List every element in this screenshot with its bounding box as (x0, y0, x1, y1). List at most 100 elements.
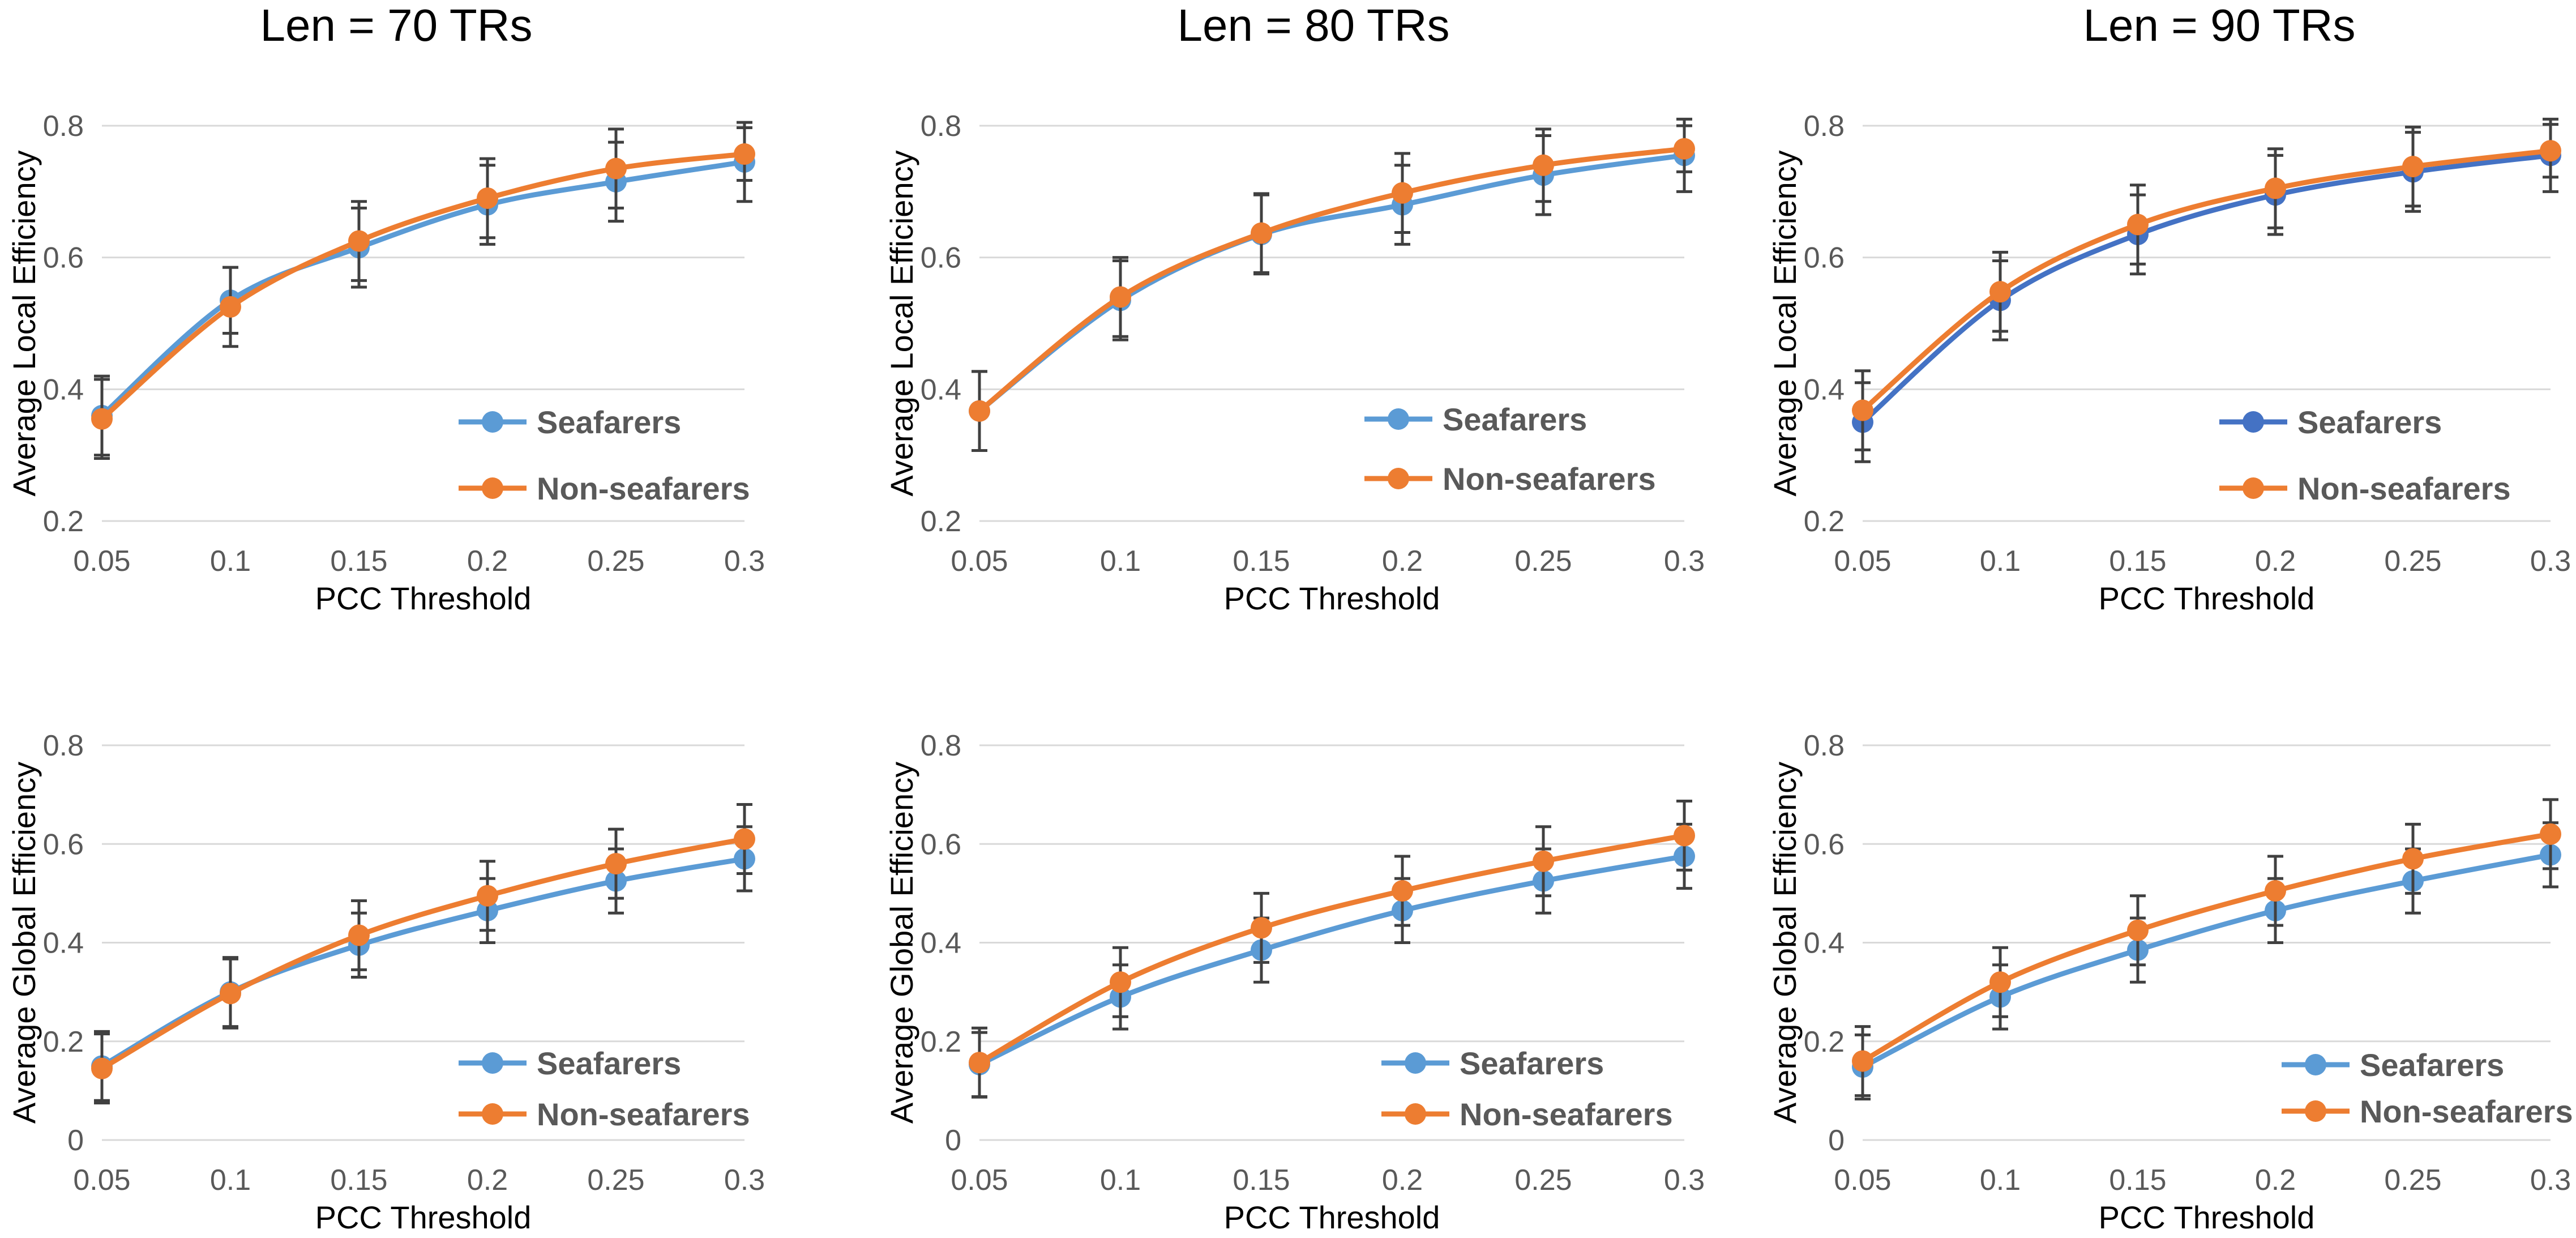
column-title: Len = 70 TRs (260, 0, 532, 50)
y-axis-title: Average Local Efficiency (884, 150, 919, 496)
y-tick-label: 0.2 (921, 505, 961, 538)
data-point (1989, 281, 2011, 303)
chart-panel: 0.2 0.4 0.6 0.8 0.05 0.1 0.15 0.2 0.25 0.3 PCC Thr… (884, 110, 1705, 616)
data-point (220, 296, 241, 318)
legend-label: Non-seafarers (537, 1096, 750, 1132)
legend-label: Non-seafarers (537, 471, 750, 506)
x-tick-label: 0.3 (724, 545, 765, 578)
legend-marker (2243, 411, 2264, 433)
data-point (1110, 286, 1131, 308)
y-tick-label: 0.2 (921, 1026, 961, 1058)
y-tick-label: 0.8 (921, 729, 961, 762)
legend-label: Seafarers (2297, 404, 2442, 440)
y-tick-label: 0.6 (1804, 242, 1845, 275)
y-tick-label: 0.2 (43, 1026, 84, 1058)
legend-marker (2305, 1100, 2326, 1122)
x-axis-title: PCC Threshold (1224, 580, 1440, 616)
x-tick-label: 0.3 (1664, 545, 1705, 578)
x-tick-label: 0.05 (1834, 545, 1891, 578)
series-line (977, 833, 1687, 1065)
legend-marker (2305, 1054, 2326, 1075)
data-point (477, 187, 498, 209)
x-tick-label: 0.15 (1233, 1164, 1290, 1197)
data-point (2402, 156, 2424, 178)
x-tick-label: 0.05 (951, 545, 1008, 578)
y-tick-label: 0.2 (1804, 505, 1845, 538)
series-line (99, 159, 747, 419)
x-axis-title: PCC Threshold (315, 1199, 532, 1235)
data-point (348, 924, 370, 946)
data-point (220, 983, 241, 1005)
x-tick-label: 0.3 (2530, 545, 2571, 578)
series-line (1860, 148, 2553, 413)
x-tick-label: 0.1 (210, 545, 251, 578)
x-tick-label: 0.15 (2109, 1164, 2166, 1197)
x-tick-label: 0.05 (73, 1164, 130, 1197)
y-tick-label: 0.6 (1804, 828, 1845, 861)
series-line (1860, 152, 2553, 425)
data-point (1674, 825, 1695, 847)
series-line (977, 853, 1687, 1068)
y-tick-label: 0.2 (1804, 1026, 1845, 1058)
legend-marker (482, 411, 503, 433)
legend-label: Non-seafarers (1443, 461, 1656, 497)
legend-marker (1388, 468, 1409, 489)
data-point (348, 230, 370, 252)
x-tick-label: 0.15 (2109, 545, 2166, 578)
data-point (91, 1057, 113, 1079)
y-tick-label: 0 (945, 1124, 961, 1157)
legend-label: Seafarers (537, 1045, 681, 1081)
y-tick-label: 0.2 (43, 505, 84, 538)
series-line (1860, 831, 2553, 1064)
legend-label: Seafarers (2360, 1047, 2504, 1083)
x-tick-label: 0.1 (210, 1164, 251, 1197)
y-tick-label: 0.8 (1804, 729, 1845, 762)
legend-marker (1405, 1103, 1426, 1125)
y-tick-label: 0.4 (921, 927, 961, 960)
data-point (1533, 850, 1554, 872)
legend-marker (482, 1052, 503, 1074)
x-tick-label: 0.15 (330, 545, 387, 578)
x-axis-title: PCC Threshold (315, 580, 532, 616)
data-point (1852, 399, 1873, 421)
y-tick-label: 0.6 (921, 242, 961, 275)
x-tick-label: 0.2 (467, 1164, 508, 1197)
legend-marker (482, 1103, 503, 1125)
legend-marker (482, 477, 503, 499)
y-axis-title: Average Local Efficiency (6, 150, 42, 496)
legend-label: Seafarers (1460, 1045, 1604, 1081)
y-tick-label: 0.4 (921, 373, 961, 406)
x-tick-label: 0.25 (1514, 545, 1572, 578)
x-tick-label: 0.3 (2530, 1164, 2571, 1197)
x-tick-label: 0.25 (2384, 1164, 2441, 1197)
x-tick-label: 0.1 (1980, 1164, 2021, 1197)
x-tick-label: 0.05 (73, 545, 130, 578)
data-point (1251, 222, 1272, 244)
x-tick-label: 0.2 (2255, 545, 2296, 578)
series-line (99, 836, 747, 1071)
data-point (477, 885, 498, 907)
data-point (969, 1052, 990, 1074)
series-line (99, 856, 747, 1069)
legend-label: Non-seafarers (2297, 471, 2511, 506)
x-tick-label: 0.25 (2384, 545, 2441, 578)
chart-panel: 0.2 0.4 0.6 0.8 0.05 0.1 0.15 0.2 0.25 0.3 PCC Thr… (1767, 110, 2571, 616)
y-tick-label: 0.8 (43, 110, 84, 143)
y-tick-label: 0.4 (43, 927, 84, 960)
y-tick-label: 0.6 (921, 828, 961, 861)
x-tick-label: 0.2 (467, 545, 508, 578)
data-point (2540, 140, 2561, 162)
data-point (605, 157, 627, 180)
x-tick-label: 0.15 (1233, 545, 1290, 578)
series-line (977, 146, 1687, 414)
legend-marker (2243, 477, 2264, 499)
x-tick-label: 0.3 (724, 1164, 765, 1197)
data-point (605, 853, 627, 875)
data-point (2540, 823, 2561, 845)
column-title: Len = 80 TRs (1177, 0, 1449, 50)
series-line (1860, 852, 2553, 1070)
x-tick-label: 0.2 (2255, 1164, 2296, 1197)
y-axis-title: Average Global Efficiency (1767, 762, 1803, 1124)
x-tick-label: 0.25 (587, 545, 644, 578)
x-axis-title: PCC Threshold (2099, 580, 2315, 616)
